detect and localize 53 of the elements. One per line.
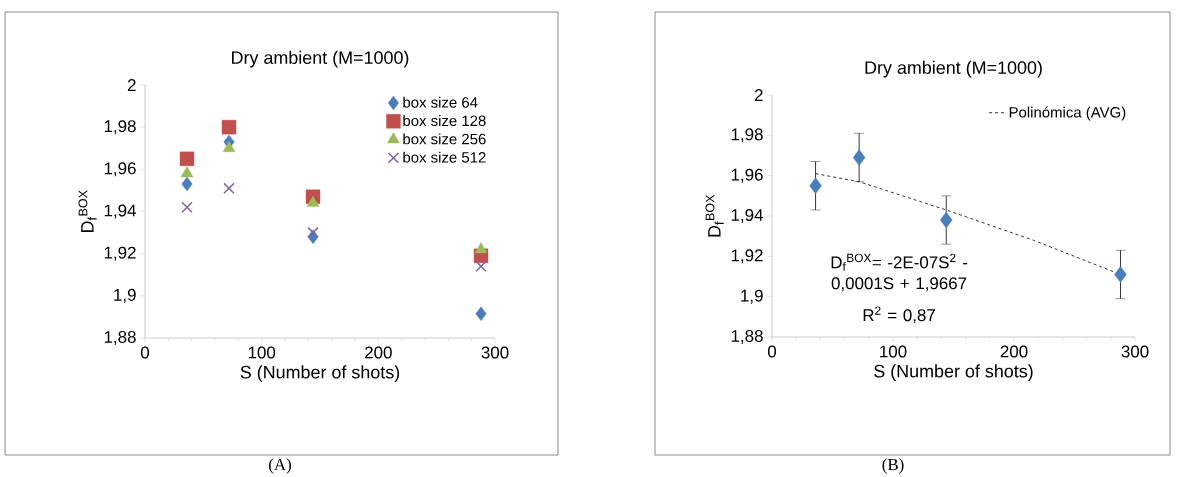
- point: [223, 182, 235, 195]
- point: [475, 260, 487, 273]
- x-tick-label: 0: [140, 346, 150, 359]
- text: (A): [269, 458, 292, 474]
- y-tick-label: 1,92: [104, 246, 136, 261]
- point: [179, 151, 195, 166]
- y-tick-label: 1,94: [731, 209, 763, 224]
- point: [1114, 266, 1127, 283]
- point: [474, 242, 488, 254]
- point: [852, 149, 866, 166]
- y-tick-label: 1,94: [104, 204, 136, 219]
- y-tick-label: 2: [754, 89, 763, 101]
- y-tick-label: 1,88: [731, 330, 763, 345]
- y-tick-label: 2: [127, 79, 136, 91]
- x-tick-label: 200: [365, 346, 392, 359]
- point: [940, 211, 953, 229]
- legend-label: box size 256: [403, 133, 486, 145]
- y-tick-label: 1,98: [731, 128, 763, 143]
- y-tick-label: 1,9: [114, 288, 136, 303]
- point: [180, 166, 194, 178]
- point: [475, 306, 487, 321]
- y-axis-title: D$_{f}$BOX: [705, 194, 724, 237]
- text: (B): [882, 458, 904, 474]
- x-tick-label: 100: [248, 346, 276, 359]
- point: [809, 177, 822, 194]
- x-tick-label: 0: [767, 345, 777, 358]
- x-axis-title: S (Number of shots): [874, 364, 1033, 382]
- x-tick-label: 100: [880, 345, 907, 358]
- y-tick-label: 1,98: [104, 120, 136, 135]
- x-tick-label: 300: [481, 346, 509, 359]
- annotation: R$^{2}$ = 0,87: [863, 306, 935, 324]
- chart-title: Dry ambient (M=1000): [232, 50, 409, 68]
- chart-title: Dry ambient (M=1000): [865, 60, 1042, 78]
- point: [307, 226, 319, 239]
- point: [222, 141, 236, 152]
- x-axis-title: S (Number of shots): [240, 365, 400, 383]
- y-tick-label: 1,88: [104, 331, 136, 346]
- point: [181, 176, 193, 192]
- x-tick-label: 300: [1121, 345, 1149, 358]
- y-tick-label: 1,96: [731, 168, 763, 183]
- y-axis-title: D$_{f}$BOX: [78, 190, 97, 233]
- y-tick-label: 1,92: [731, 249, 763, 264]
- point: [181, 201, 193, 213]
- y-tick-label: 1,9: [741, 289, 763, 304]
- x-tick-label: 200: [1000, 345, 1028, 358]
- legend-label: box size 512: [403, 151, 486, 163]
- annotation: D$_{f}$$^{BOX}$= -2E-07S$^{2}$ - 0,0001S + 1,9667: [831, 253, 968, 292]
- point: [221, 119, 237, 135]
- point: [306, 195, 320, 207]
- y-tick-label: 1,96: [104, 162, 136, 177]
- legend-label: Polinómica (AVG): [1009, 106, 1126, 121]
- legend-label: box size 128: [403, 115, 486, 127]
- legend-label: box size 64: [403, 96, 478, 108]
